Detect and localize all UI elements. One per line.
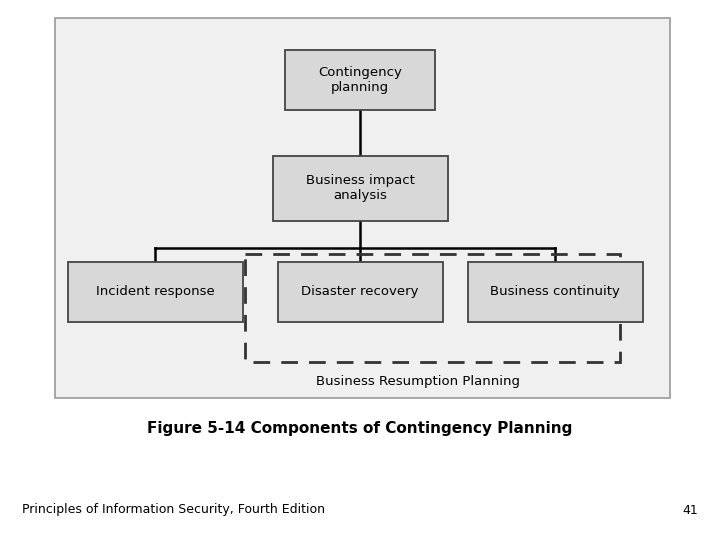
Text: Business continuity: Business continuity xyxy=(490,286,620,299)
Text: Contingency
planning: Contingency planning xyxy=(318,66,402,94)
Bar xyxy=(55,18,670,398)
Text: Business Resumption Planning: Business Resumption Planning xyxy=(316,375,520,388)
Bar xyxy=(277,262,443,322)
Text: 41: 41 xyxy=(683,503,698,516)
Bar xyxy=(68,262,243,322)
Text: Principles of Information Security, Fourth Edition: Principles of Information Security, Four… xyxy=(22,503,325,516)
Bar xyxy=(467,262,642,322)
Text: Disaster recovery: Disaster recovery xyxy=(301,286,419,299)
Bar xyxy=(272,156,448,220)
Text: Business impact
analysis: Business impact analysis xyxy=(305,174,415,202)
Text: Figure 5-14 Components of Contingency Planning: Figure 5-14 Components of Contingency Pl… xyxy=(148,421,572,435)
Bar xyxy=(245,254,620,362)
Bar xyxy=(285,50,435,110)
Text: Incident response: Incident response xyxy=(96,286,215,299)
